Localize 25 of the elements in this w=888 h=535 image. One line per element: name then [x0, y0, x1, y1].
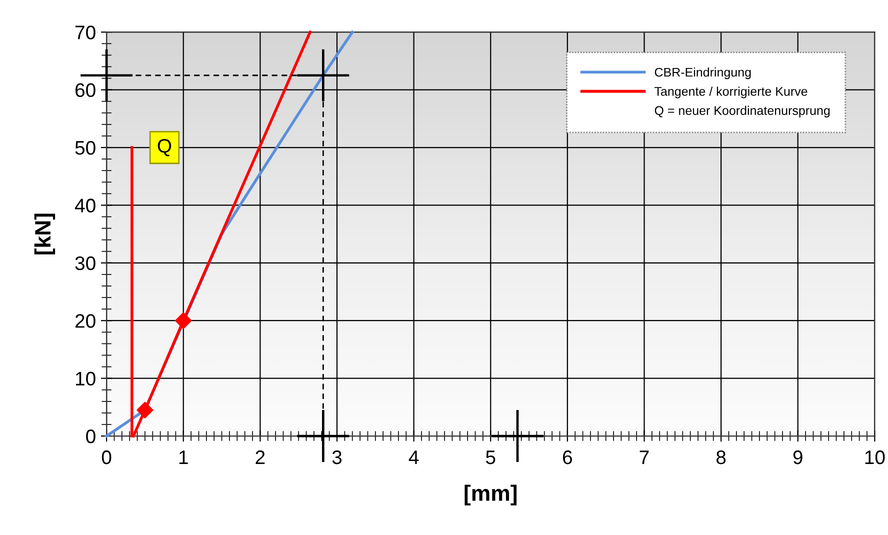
y-tick-label: 50	[75, 140, 96, 155]
y-tick-label: 70	[76, 26, 96, 40]
x-tick-label: 4	[408, 450, 419, 464]
y-tick-label: 30	[75, 256, 96, 270]
y-tick-label: 60	[76, 83, 96, 98]
x-axis-title: [mm]	[464, 484, 517, 506]
x-tick-label: 5	[486, 450, 496, 464]
x-tick-label: 6	[563, 450, 572, 464]
y-tick-label: 20	[75, 314, 96, 328]
x-tick-label: 3	[332, 450, 342, 464]
y-axis-title: [kN]	[34, 214, 56, 254]
y-tick-label: 10	[76, 372, 96, 386]
annotation: Q = neuer Koordinatenursprung	[654, 106, 830, 118]
x-tick-label: 8	[716, 450, 726, 464]
x-tick-label: 9	[793, 450, 802, 464]
x-tick-label: 1	[179, 450, 188, 464]
x-tick-label: 2	[256, 450, 265, 464]
legend-label: CBR-Eindringung	[654, 67, 751, 80]
annotation: Q	[158, 138, 172, 156]
y-tick-label: 40	[74, 198, 96, 212]
legend-label: Tangente / korrigierte Kurve	[654, 86, 808, 98]
x-tick-label: 7	[640, 450, 649, 464]
x-tick-label: 10	[865, 450, 885, 464]
y-tick-label: 0	[86, 429, 96, 444]
x-tick-label: 0	[102, 450, 112, 464]
